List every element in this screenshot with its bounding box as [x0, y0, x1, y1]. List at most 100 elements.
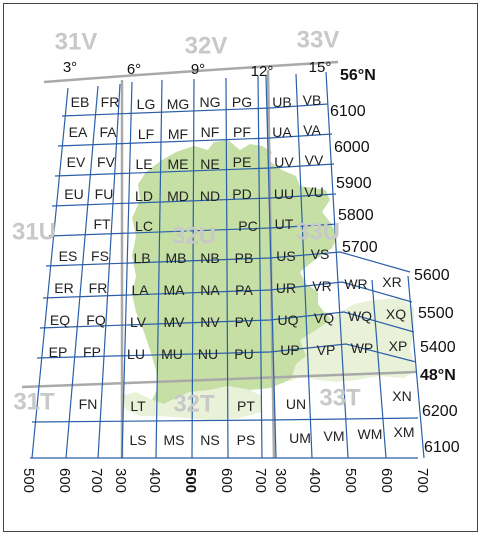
square-id: NF	[201, 124, 220, 140]
square-id: UB	[272, 94, 291, 110]
longitude-label: 6°	[127, 61, 141, 78]
northing-label: 6200	[422, 403, 458, 420]
square-id: ER	[54, 280, 73, 296]
zone-label: 32U	[172, 223, 216, 250]
square-id: PU	[234, 346, 253, 362]
square-id: ES	[59, 248, 78, 264]
grid-line	[54, 163, 335, 177]
grid-line	[48, 223, 339, 237]
lat-56n-line	[43, 60, 339, 84]
square-id: NS	[200, 432, 219, 448]
square-id: EU	[64, 186, 83, 202]
easting-label: 500	[20, 468, 37, 493]
square-id: PS	[237, 432, 256, 448]
longitude-label: 3°	[63, 59, 77, 76]
northing-label: 6100	[330, 103, 366, 120]
square-id: ME	[168, 156, 189, 172]
square-id: PT	[237, 398, 255, 414]
square-id: LT	[130, 398, 146, 414]
square-ids: EB FR LG MG NG PG UB VB EA FA LF MF NF P…	[49, 92, 415, 448]
square-id: NU	[198, 346, 218, 362]
zone-label: 33T	[319, 385, 361, 412]
square-id: MV	[164, 314, 186, 330]
northing-label: 5400	[420, 339, 456, 356]
square-id: NG	[200, 94, 221, 110]
easting-label: 300	[112, 468, 129, 493]
square-id: MS	[164, 432, 185, 448]
square-id: VQ	[314, 310, 334, 326]
square-id: VU	[304, 184, 323, 200]
austria-shape	[290, 298, 416, 382]
grid-line	[65, 85, 99, 459]
square-id: FQ	[86, 312, 106, 328]
square-id: PC	[238, 218, 257, 234]
grid-line	[325, 71, 349, 459]
square-id: FR	[101, 94, 120, 110]
square-id: NA	[200, 282, 220, 298]
square-id: XP	[389, 338, 408, 354]
grid-line	[39, 311, 415, 333]
square-id: EQ	[50, 312, 70, 328]
longitude-label: 12°	[251, 63, 274, 80]
square-id: WP	[351, 340, 374, 356]
square-id: XM	[394, 424, 415, 440]
square-id: MG	[167, 96, 190, 112]
easting-labels: 500 600 700 300 400 500 600 700 300 400 …	[20, 468, 431, 493]
grid-line	[265, 75, 277, 459]
easting-label: 500	[342, 468, 359, 493]
latitude-48n-label: 48°N	[420, 367, 456, 384]
square-id: UU	[274, 186, 294, 202]
square-id: LU	[127, 346, 145, 362]
square-id: WR	[344, 276, 367, 292]
easting-label: 700	[88, 468, 105, 493]
square-id: VA	[303, 122, 321, 138]
zone-labels: 31V 32V 33V 31U 32U 33U 31T 32T 33T	[12, 27, 361, 418]
square-id: UT	[275, 216, 294, 232]
square-id: EP	[49, 344, 68, 360]
square-id: UR	[276, 280, 296, 296]
square-id: PE	[233, 154, 252, 170]
grid-line	[31, 417, 419, 423]
easting-label: 500	[182, 468, 199, 493]
latitude-56n-label: 56°N	[340, 67, 376, 84]
square-id: VB	[303, 92, 322, 108]
zone-label: 33U	[296, 219, 340, 246]
square-id: PV	[235, 314, 254, 330]
square-id: LF	[138, 126, 154, 142]
mgrs-grid	[30, 71, 425, 459]
square-id: XN	[392, 388, 411, 404]
grid-line	[371, 279, 387, 459]
square-id: FP	[83, 344, 101, 360]
northing-labels: 6100 6000 5900 5800 5700 5600 5500 5400 …	[330, 103, 460, 456]
square-id: ND	[200, 188, 220, 204]
northing-label: 5800	[338, 207, 374, 224]
grid-line	[407, 275, 425, 459]
easting-label: 600	[218, 468, 235, 493]
square-id: LE	[135, 156, 152, 172]
square-id: MU	[161, 346, 183, 362]
grid-line	[36, 343, 417, 363]
square-id: LB	[133, 250, 150, 266]
square-id: LS	[129, 432, 146, 448]
square-id: FS	[91, 248, 109, 264]
square-id: VM	[324, 428, 345, 444]
zone-label: 33V	[297, 27, 340, 54]
easting-label: 700	[252, 468, 269, 493]
grid-line	[155, 79, 163, 459]
square-id: PF	[233, 124, 251, 140]
square-id: PG	[232, 94, 252, 110]
square-id: PA	[235, 282, 253, 298]
grid-line	[97, 83, 121, 459]
easting-label: 700	[414, 468, 431, 493]
grid-line	[61, 103, 329, 117]
square-id: LD	[135, 188, 153, 204]
grid-line	[257, 75, 263, 459]
grid-line	[191, 78, 195, 459]
northing-label: 6000	[334, 139, 370, 156]
grid-line	[121, 81, 133, 459]
square-id: LV	[130, 314, 147, 330]
square-id: UQ	[278, 312, 299, 328]
northing-label: 6100	[424, 439, 460, 456]
zone-label: 32V	[185, 33, 228, 60]
square-id: FN	[79, 396, 98, 412]
